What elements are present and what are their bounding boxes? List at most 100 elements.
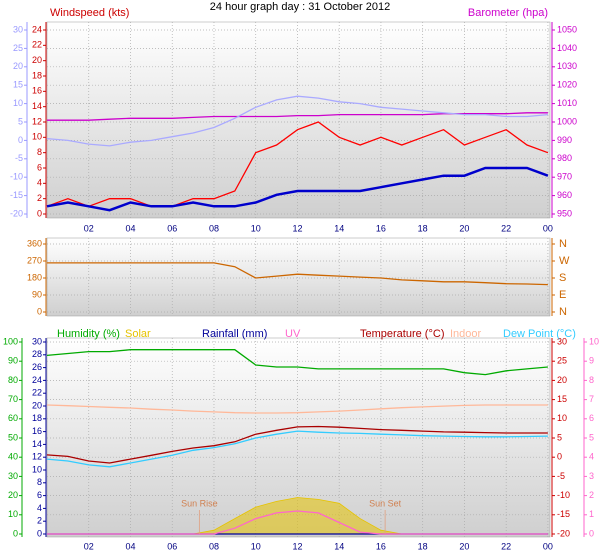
y-tick-label: 12 (32, 116, 42, 126)
y-tick-label: 1040 (557, 43, 577, 53)
y-tick-label: 8 (37, 477, 42, 487)
x-tick-label: 14 (334, 223, 344, 233)
y-tick-label: 980 (557, 153, 572, 163)
y-tick-label: 4 (589, 452, 594, 462)
y-tick-label: 180 (27, 272, 42, 282)
plot-background (46, 21, 551, 219)
y-tick-label: 1030 (557, 61, 577, 71)
legend-label: Rainfall (mm) (202, 328, 267, 340)
y-tick-label: 100 (3, 336, 18, 346)
y-tick-label: -5 (557, 471, 565, 481)
y-tick-label: -15 (557, 509, 570, 519)
y-tick-label: 10 (32, 132, 42, 142)
x-tick-label: 14 (334, 541, 344, 551)
y-tick-label: 24 (32, 375, 42, 385)
y-tick-label: 10 (557, 413, 567, 423)
y-tick-label: 25 (557, 356, 567, 366)
y-tick-label: 2 (589, 490, 594, 500)
y-tick-label: W (559, 255, 570, 267)
y-tick-label: 20 (32, 55, 42, 65)
y-tick-label: 0 (37, 528, 42, 538)
y-tick-label: 8 (37, 147, 42, 157)
x-tick-label: 08 (209, 541, 219, 551)
y-tick-label: 22 (32, 388, 42, 398)
legend-label: Solar (125, 328, 151, 340)
y-tick-label: 15 (13, 80, 23, 90)
y-tick-label: 22 (32, 40, 42, 50)
plot-background (46, 237, 551, 317)
series-line (46, 349, 548, 376)
y-tick-label: 950 (557, 208, 572, 218)
y-tick-label: 960 (557, 190, 572, 200)
series-line (46, 430, 548, 468)
chart-title: 24 hour graph day : 31 October 2012 (210, 1, 390, 13)
y-tick-label: 30 (8, 471, 18, 481)
x-tick-label: 00 (543, 223, 553, 233)
series-line (46, 121, 549, 207)
y-tick-label: 970 (557, 172, 572, 182)
y-tick-label: 3 (589, 471, 594, 481)
x-tick-label: 08 (209, 223, 219, 233)
y-tick-label: -5 (15, 153, 23, 163)
y-tick-label: -10 (557, 490, 570, 500)
axis-label: Barometer (hpa) (468, 7, 548, 19)
y-tick-label: 10 (8, 509, 18, 519)
y-tick-label: 16 (32, 86, 42, 96)
x-tick-label: 18 (418, 223, 428, 233)
y-tick-label: 990 (557, 135, 572, 145)
y-tick-label: 2 (37, 516, 42, 526)
y-tick-label: 5 (18, 116, 23, 126)
y-tick-label: -15 (10, 190, 23, 200)
y-tick-label: 24 (32, 24, 42, 34)
y-tick-label: 7 (589, 394, 594, 404)
y-tick-label: 270 (27, 255, 42, 265)
y-tick-label: 20 (13, 61, 23, 71)
series-line (47, 262, 548, 286)
x-tick-label: 06 (167, 541, 177, 551)
y-tick-label: 1000 (557, 116, 577, 126)
y-tick-label: 12 (32, 452, 42, 462)
series-line (47, 112, 548, 121)
y-tick-label: 20 (32, 400, 42, 410)
y-tick-label: 10 (13, 98, 23, 108)
y-tick-label: 9 (589, 356, 594, 366)
x-tick-label: 02 (84, 223, 94, 233)
y-tick-label: 26 (32, 362, 42, 372)
y-tick-label: 60 (8, 413, 18, 423)
series-line (46, 95, 548, 147)
series-line (46, 166, 549, 212)
y-tick-label: 18 (32, 70, 42, 80)
x-tick-label: 04 (125, 541, 135, 551)
y-tick-label: 6 (589, 413, 594, 423)
y-tick-label: 6 (37, 162, 42, 172)
axis-label: Windspeed (kts) (50, 7, 129, 19)
y-tick-label: 0 (37, 306, 42, 316)
y-tick-label: 1010 (557, 98, 577, 108)
legend-label: Dew Point (°C) (503, 328, 576, 340)
y-tick-label: E (559, 289, 566, 301)
x-tick-label: 20 (459, 223, 469, 233)
y-tick-label: 2 (37, 193, 42, 203)
x-tick-label: 04 (125, 223, 135, 233)
y-tick-label: 0 (13, 528, 18, 538)
y-tick-label: 40 (8, 452, 18, 462)
y-tick-label: 25 (13, 43, 23, 53)
annotation: Sun Set (369, 498, 402, 508)
y-tick-label: 4 (37, 178, 42, 188)
y-tick-label: 5 (557, 432, 562, 442)
x-tick-label: 06 (167, 223, 177, 233)
x-tick-label: 12 (292, 541, 302, 551)
y-tick-label: 14 (32, 439, 42, 449)
legend-label: Humidity (%) (57, 328, 120, 340)
y-tick-label: 1050 (557, 24, 577, 34)
y-tick-label: 0 (589, 528, 594, 538)
y-tick-label: 70 (8, 394, 18, 404)
y-tick-label: 1020 (557, 80, 577, 90)
y-tick-label: 0 (37, 208, 42, 218)
y-tick-label: -10 (10, 172, 23, 182)
y-tick-label: 50 (8, 432, 18, 442)
x-tick-label: 00 (543, 541, 553, 551)
y-tick-label: 10 (589, 336, 599, 346)
y-tick-label: N (559, 306, 567, 318)
